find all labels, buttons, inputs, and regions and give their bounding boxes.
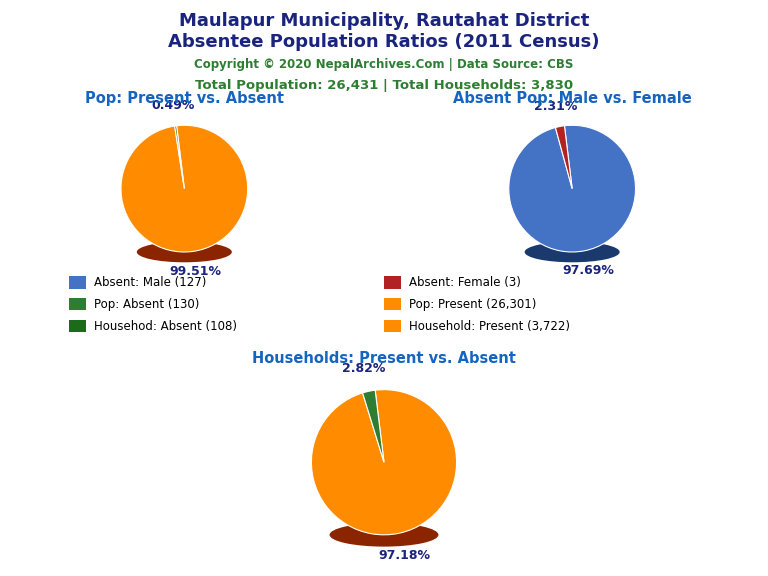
Wedge shape <box>509 126 635 252</box>
Text: Total Population: 26,431 | Total Households: 3,830: Total Population: 26,431 | Total Househo… <box>195 79 573 93</box>
Wedge shape <box>121 126 247 252</box>
Text: Absent Pop: Male vs. Female: Absent Pop: Male vs. Female <box>453 91 691 106</box>
Text: Maulapur Municipality, Rautahat District: Maulapur Municipality, Rautahat District <box>179 12 589 29</box>
Text: Pop: Absent (130): Pop: Absent (130) <box>94 298 199 310</box>
Wedge shape <box>174 126 184 189</box>
Text: Absent: Female (3): Absent: Female (3) <box>409 276 521 289</box>
Wedge shape <box>312 390 456 535</box>
Text: 0.49%: 0.49% <box>151 99 194 112</box>
Text: Pop: Present vs. Absent: Pop: Present vs. Absent <box>84 91 284 106</box>
Text: 97.18%: 97.18% <box>378 550 430 562</box>
Wedge shape <box>555 126 572 189</box>
Text: Households: Present vs. Absent: Households: Present vs. Absent <box>252 351 516 366</box>
Text: Pop: Present (26,301): Pop: Present (26,301) <box>409 298 536 310</box>
Text: Absent: Male (127): Absent: Male (127) <box>94 276 206 289</box>
Text: 2.31%: 2.31% <box>535 100 578 113</box>
Text: 99.51%: 99.51% <box>170 265 222 278</box>
Text: 2.82%: 2.82% <box>343 362 386 375</box>
Text: Absentee Population Ratios (2011 Census): Absentee Population Ratios (2011 Census) <box>168 33 600 51</box>
Wedge shape <box>362 390 384 462</box>
Text: Household: Present (3,722): Household: Present (3,722) <box>409 320 570 332</box>
Text: Househod: Absent (108): Househod: Absent (108) <box>94 320 237 332</box>
Text: 97.69%: 97.69% <box>562 264 614 277</box>
Text: Copyright © 2020 NepalArchives.Com | Data Source: CBS: Copyright © 2020 NepalArchives.Com | Dat… <box>194 58 574 71</box>
